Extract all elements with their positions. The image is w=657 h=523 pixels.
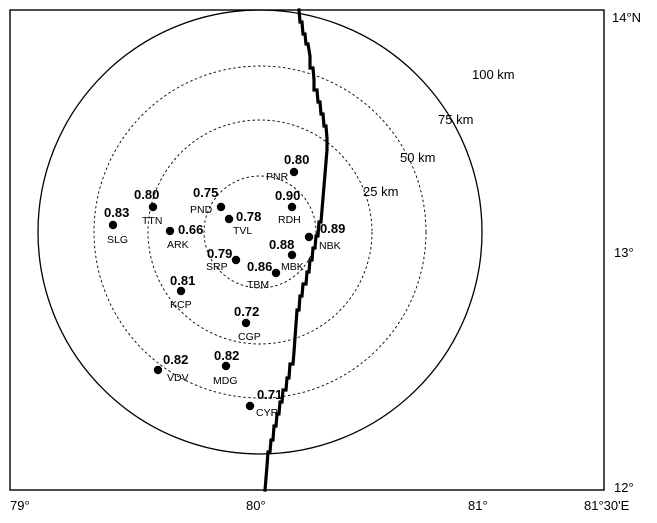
station-dot — [216, 202, 226, 212]
station-tvl: 0.78 TVL — [224, 209, 261, 237]
station-mdg: 0.82 MDG — [213, 348, 239, 387]
station-code: PNR — [266, 171, 289, 183]
station-code: PND — [190, 204, 213, 216]
station-dot — [108, 220, 118, 230]
station-code: SLG — [107, 234, 128, 246]
station-code: CYR — [256, 407, 279, 419]
station-value: 0.71 — [257, 387, 282, 402]
station-value: 0.82 — [163, 352, 188, 367]
station-dot — [289, 167, 299, 177]
ring-25km — [203, 175, 317, 289]
station-mbk: 0.88 MBK — [269, 237, 304, 273]
station-dot — [271, 268, 281, 278]
ring-50km — [147, 119, 373, 345]
station-value: 0.80 — [134, 187, 159, 202]
ring-label-50km: 50 km — [400, 150, 435, 165]
station-dot — [241, 318, 251, 328]
station-code: TTN — [142, 215, 162, 227]
station-tbm: 0.86 TBM — [247, 259, 281, 291]
station-value: 0.66 — [178, 222, 203, 237]
station-dot — [224, 214, 234, 224]
station-dot — [176, 286, 186, 296]
station-value: 0.81 — [170, 273, 195, 288]
station-markers: 0.80 PNR 0.75 PND 0.90 RDH 0.80 TTN 0.83… — [104, 152, 345, 419]
station-code: MDG — [213, 375, 238, 387]
station-dot — [287, 202, 297, 212]
ring-label-25km: 25 km — [363, 184, 398, 199]
station-value: 0.89 — [320, 221, 345, 236]
station-dot — [304, 232, 314, 242]
station-pnr: 0.80 PNR — [266, 152, 309, 183]
station-value: 0.90 — [275, 188, 300, 203]
station-dot — [287, 250, 297, 260]
station-code: RDH — [278, 214, 301, 226]
station-code: TBM — [247, 279, 269, 291]
station-code: TVL — [233, 225, 252, 237]
lon-tick-79: 79° — [10, 498, 30, 513]
station-dot — [231, 255, 241, 265]
station-value: 0.80 — [284, 152, 309, 167]
lon-tick-81: 81° — [468, 498, 488, 513]
station-value: 0.88 — [269, 237, 294, 252]
station-value: 0.72 — [234, 304, 259, 319]
station-value: 0.78 — [236, 209, 261, 224]
station-dot — [148, 202, 158, 212]
station-code: MBK — [281, 261, 304, 273]
station-code: CGP — [238, 331, 261, 343]
station-dot — [165, 226, 175, 236]
lat-tick-12: 12° — [614, 480, 634, 495]
station-rdh: 0.90 RDH — [275, 188, 301, 226]
station-value: 0.82 — [214, 348, 239, 363]
ring-label-100km: 100 km — [472, 67, 515, 82]
station-ark: 0.66 ARK — [165, 222, 203, 251]
station-code: ARK — [167, 239, 189, 251]
lon-tick-80: 80° — [246, 498, 266, 513]
station-value: 0.86 — [247, 259, 272, 274]
map-frame — [9, 9, 605, 491]
lon-tick-81-30e: 81°30'E — [584, 498, 630, 513]
ring-label-75km: 75 km — [438, 112, 473, 127]
station-cyr: 0.71 CYR — [245, 387, 282, 419]
station-slg: 0.83 SLG — [104, 205, 129, 246]
ring-100km — [37, 9, 483, 455]
lat-tick-13: 13° — [614, 245, 634, 260]
station-value: 0.79 — [207, 246, 232, 261]
latitude-axis: 14°N 13° 12° — [612, 10, 641, 495]
station-code: KCP — [170, 299, 192, 311]
ring-75km — [93, 65, 427, 399]
station-srp: 0.79 SRP — [206, 246, 241, 273]
station-dot — [221, 361, 231, 371]
station-code: VDV — [167, 372, 189, 384]
station-code: SRP — [206, 261, 228, 273]
coastline — [263, 8, 329, 492]
longitude-axis: 79° 80° 81° 81°30'E — [10, 498, 630, 513]
station-value: 0.75 — [193, 185, 218, 200]
station-dot — [153, 365, 163, 375]
ring-labels: 25 km 50 km 75 km 100 km — [363, 67, 515, 199]
station-nbk: 0.89 NBK — [304, 221, 345, 252]
station-value: 0.83 — [104, 205, 129, 220]
station-ttn: 0.80 TTN — [134, 187, 162, 227]
station-kcp: 0.81 KCP — [170, 273, 195, 311]
lat-tick-14n: 14°N — [612, 10, 641, 25]
station-code: NBK — [319, 240, 341, 252]
station-vdv: 0.82 VDV — [153, 352, 189, 384]
station-cgp: 0.72 CGP — [234, 304, 261, 343]
station-dot — [245, 401, 255, 411]
range-rings — [37, 9, 483, 455]
station-pnd: 0.75 PND — [190, 185, 226, 216]
